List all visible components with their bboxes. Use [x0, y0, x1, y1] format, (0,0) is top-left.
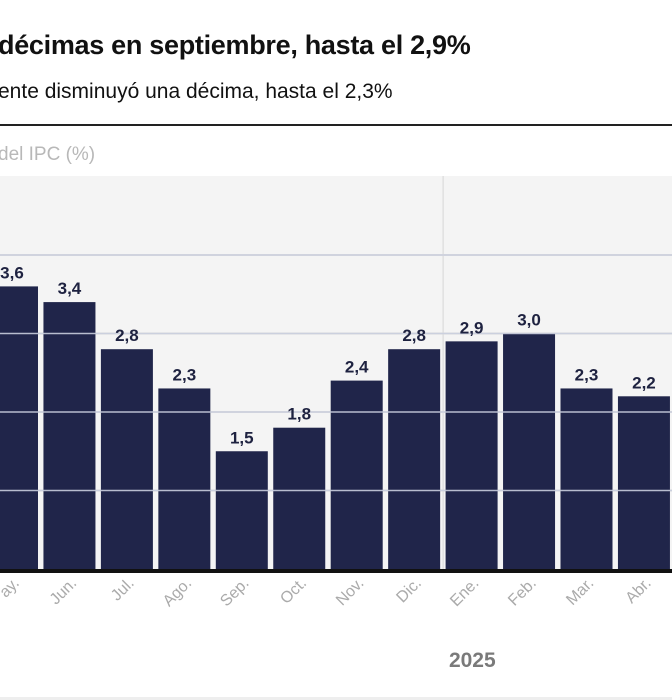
- header-divider: [0, 124, 672, 126]
- bar-value-label: 1,5: [230, 428, 254, 447]
- bar: [273, 427, 326, 569]
- bar-value-label: 2,3: [173, 365, 197, 384]
- bar-value-label: 2,9: [460, 318, 484, 337]
- x-tick-label: Abr.: [623, 575, 655, 607]
- x-tick-label: Mar.: [563, 575, 597, 609]
- x-tick-label: ay.: [0, 575, 23, 601]
- bar: [617, 396, 670, 569]
- x-tick-label: Ene.: [447, 575, 482, 610]
- chart-subtitle: ente disminuyó una décima, hasta el 2,3%: [0, 80, 393, 103]
- year-label: 2025: [449, 649, 496, 672]
- x-tick-label: Sep.: [217, 575, 252, 610]
- x-tick-label: Oct.: [277, 575, 310, 608]
- y-axis-label: del IPC (%): [0, 144, 96, 165]
- x-tick-label: Jul.: [108, 575, 138, 605]
- bar-value-label: 2,8: [115, 326, 139, 345]
- bar-value-label: 2,2: [632, 373, 656, 392]
- bar-value-label: 2,4: [345, 358, 369, 377]
- chart-title: décimas en septiembre, hasta el 2,9%: [0, 30, 471, 60]
- bar: [445, 341, 498, 569]
- bar: [43, 302, 96, 569]
- x-axis-baseline: [0, 569, 672, 573]
- x-tick-label: Nov.: [333, 575, 367, 609]
- bar: [100, 349, 153, 569]
- x-tick-label: Feb.: [505, 575, 540, 610]
- bar-value-label: 3,6: [0, 263, 24, 282]
- x-tick-label: Jun.: [47, 575, 80, 608]
- bar-value-label: 1,8: [287, 405, 311, 424]
- bar: [0, 286, 38, 569]
- bar: [330, 380, 383, 569]
- bar: [215, 451, 268, 569]
- bar: [388, 349, 441, 569]
- x-tick-label: Ago.: [160, 575, 195, 610]
- bar-value-label: 3,4: [58, 279, 82, 298]
- bar: [158, 388, 211, 569]
- bar-value-label: 2,3: [575, 365, 599, 384]
- bar-value-label: 2,8: [402, 326, 426, 345]
- bar: [560, 388, 613, 569]
- bar: [503, 333, 556, 569]
- footer-divider: [0, 697, 672, 700]
- bar-value-label: 3,0: [517, 311, 541, 330]
- x-tick-label: Dic.: [393, 575, 425, 607]
